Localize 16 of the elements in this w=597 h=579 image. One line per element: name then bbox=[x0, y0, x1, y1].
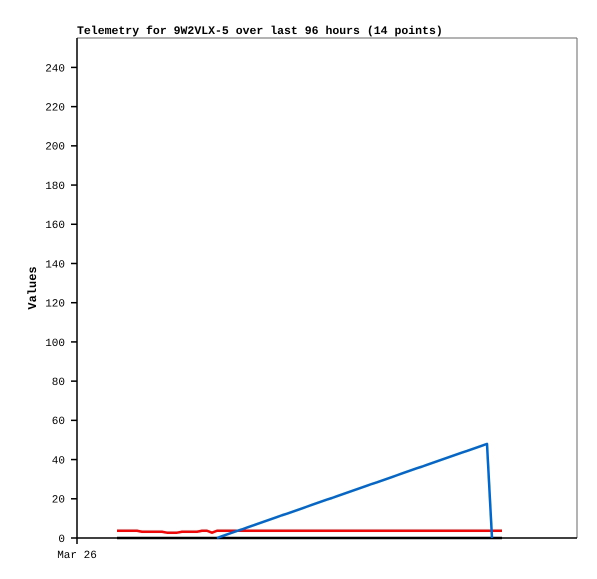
y-tick-label: 240 bbox=[45, 63, 65, 76]
y-axis-title: Values bbox=[26, 266, 40, 310]
y-tick-label: 40 bbox=[52, 455, 65, 468]
y-tick-label: 120 bbox=[45, 298, 65, 311]
y-tick-label: 200 bbox=[45, 142, 65, 154]
y-tick-label: 180 bbox=[45, 180, 65, 193]
y-tick-label: 20 bbox=[52, 494, 65, 507]
y-tick-label: 220 bbox=[45, 102, 65, 114]
y-tick-label: 100 bbox=[45, 338, 65, 350]
y-tick-label: 160 bbox=[45, 220, 65, 232]
y-tick-label: 80 bbox=[52, 376, 65, 389]
y-tick-label: 0 bbox=[58, 534, 65, 546]
y-tick-label: 60 bbox=[52, 416, 65, 428]
x-tick-label: Mar 26 bbox=[57, 550, 97, 562]
y-tick-label: 140 bbox=[45, 259, 65, 272]
chart-title: Telemetry for 9W2VLX-5 over last 96 hours (14 points) bbox=[77, 25, 443, 38]
